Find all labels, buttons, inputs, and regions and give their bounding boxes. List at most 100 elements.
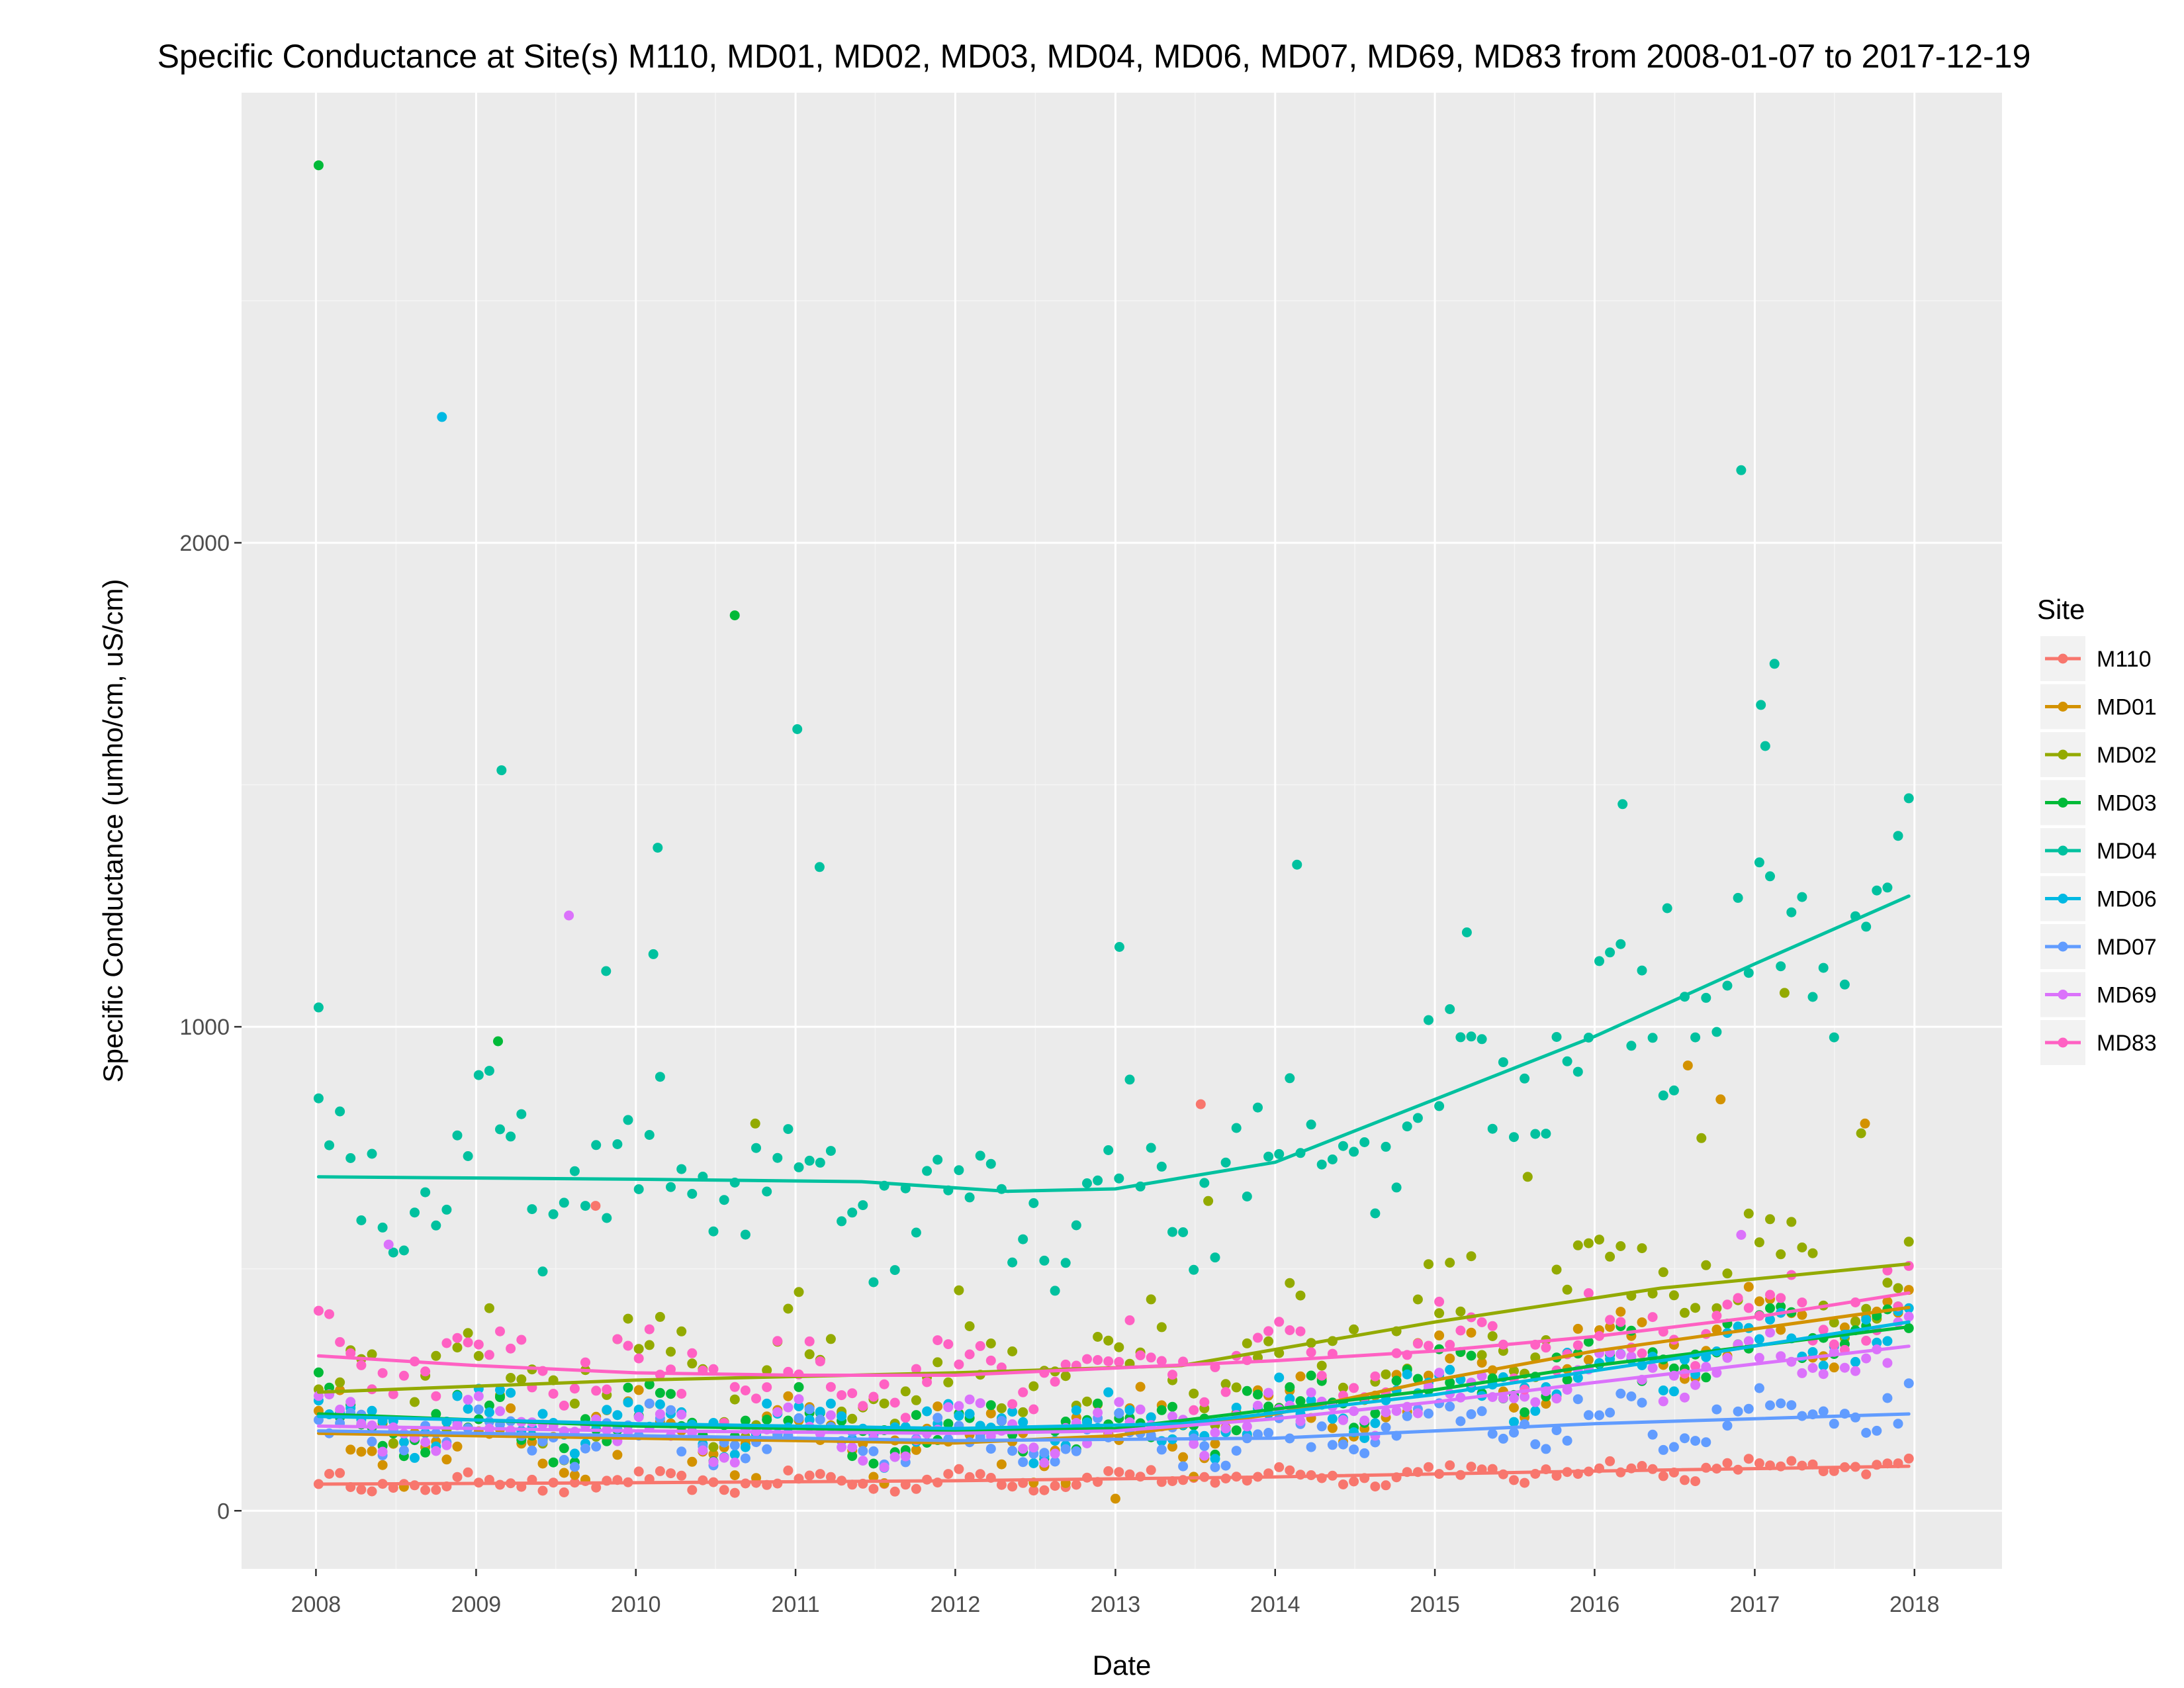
- data-point-md04: [1412, 1113, 1423, 1123]
- data-point-md07: [1220, 1460, 1231, 1471]
- data-point-md04: [313, 1093, 324, 1103]
- data-point-m110: [559, 1487, 569, 1497]
- data-point-md02: [943, 1377, 954, 1387]
- data-point-md01: [569, 1470, 580, 1480]
- data-point-md69: [954, 1401, 964, 1411]
- data-point-md02: [1007, 1346, 1018, 1356]
- trend-line-md03: [316, 1325, 1911, 1433]
- data-point-md04: [783, 1124, 794, 1135]
- data-point-md03: [1701, 1372, 1711, 1383]
- data-point-m110: [676, 1470, 687, 1481]
- data-point-md83: [1146, 1352, 1156, 1363]
- data-point-md04: [1434, 1101, 1445, 1111]
- data-point-md69: [1736, 1230, 1747, 1240]
- data-point-md02: [463, 1328, 473, 1338]
- data-point-md02: [1477, 1350, 1487, 1360]
- data-point-md04: [1769, 659, 1780, 669]
- data-point-md01: [1682, 1060, 1693, 1071]
- data-point-md01: [1605, 1322, 1615, 1332]
- legend: Site M110 MD01 MD02 MD03 MD04 MD06 MD07 MD69 MD8…: [2037, 594, 2157, 1065]
- data-point-md07: [569, 1462, 580, 1472]
- data-point-md06: [954, 1411, 964, 1421]
- data-point-md04: [837, 1216, 847, 1227]
- data-point-m110: [655, 1466, 665, 1476]
- data-point-m110: [815, 1469, 825, 1479]
- data-point-md04: [1306, 1119, 1316, 1130]
- data-point-md06: [1668, 1386, 1679, 1397]
- data-point-md04: [1146, 1143, 1156, 1153]
- data-point-md04: [1114, 1173, 1124, 1184]
- data-point-md01: [367, 1446, 377, 1456]
- legend-label-md03: MD03: [2097, 791, 2157, 816]
- data-point-m110: [1039, 1485, 1050, 1495]
- data-point-m110: [783, 1465, 794, 1476]
- data-point-md01: [1110, 1493, 1120, 1504]
- data-point-md83: [1093, 1355, 1103, 1365]
- data-point-md04: [410, 1207, 420, 1218]
- data-point-md83: [324, 1309, 334, 1319]
- data-point-md06: [729, 1449, 740, 1460]
- data-point-md69: [1861, 1353, 1872, 1364]
- data-point-md02: [1690, 1303, 1701, 1313]
- data-point-md06: [537, 1409, 548, 1419]
- data-point-md04: [1445, 1004, 1455, 1014]
- gridlines: [242, 93, 2002, 1569]
- data-point-md03: [1306, 1370, 1316, 1381]
- legend-title: Site: [2037, 594, 2085, 625]
- data-point-md03: [868, 1458, 879, 1469]
- data-point-md03: [1391, 1376, 1402, 1386]
- data-point-md83: [1028, 1404, 1039, 1415]
- data-point-md04: [1626, 1041, 1637, 1051]
- data-point-md06: [964, 1409, 975, 1419]
- data-point-md69: [1882, 1358, 1893, 1368]
- data-point-md04: [1349, 1147, 1359, 1157]
- data-point-md06: [633, 1404, 644, 1415]
- legend-key-point-m110: [2058, 653, 2068, 664]
- data-point-md02: [708, 1442, 719, 1452]
- legend-label-md69: MD69: [2097, 983, 2157, 1008]
- data-point-md02: [1466, 1251, 1477, 1262]
- data-point-md07: [559, 1454, 569, 1465]
- data-point-m110: [420, 1485, 431, 1495]
- data-point-md07: [1903, 1378, 1914, 1389]
- data-point-md83: [1018, 1387, 1028, 1397]
- legend-label-md83: MD83: [2097, 1031, 2157, 1056]
- data-point-md03: [666, 1389, 676, 1399]
- data-point-md03: [431, 1409, 441, 1419]
- data-point-md06: [1402, 1369, 1412, 1380]
- data-point-md02: [1263, 1336, 1274, 1346]
- data-point-md83: [729, 1382, 740, 1392]
- data-point-md03: [548, 1457, 559, 1468]
- data-point-md69: [729, 1457, 740, 1468]
- data-point-md83: [569, 1383, 580, 1394]
- data-point-m110: [933, 1477, 943, 1488]
- data-point-md03: [1370, 1408, 1381, 1419]
- data-point-m110: [356, 1484, 367, 1495]
- data-point-md07: [868, 1446, 879, 1456]
- data-point-md01: [441, 1454, 452, 1465]
- data-point-md69: [1903, 1311, 1914, 1322]
- data-point-md83: [868, 1391, 879, 1402]
- data-point-md02: [1722, 1268, 1733, 1279]
- data-point-md04: [1103, 1145, 1114, 1155]
- data-point-md04: [911, 1227, 921, 1238]
- data-point-md04: [1220, 1157, 1231, 1168]
- data-point-md83: [516, 1335, 527, 1345]
- data-point-md83: [1274, 1317, 1285, 1327]
- data-point-md03: [1242, 1385, 1252, 1396]
- data-point-md07: [591, 1441, 602, 1452]
- data-point-md04: [1658, 1090, 1668, 1101]
- data-point-md02: [1583, 1238, 1594, 1248]
- data-point-md07: [1445, 1401, 1455, 1412]
- data-point-md69: [1220, 1423, 1231, 1434]
- data-point-md06: [837, 1411, 847, 1421]
- data-point-m110: [825, 1472, 836, 1482]
- data-point-md02: [1680, 1307, 1690, 1318]
- data-point-md02: [1434, 1308, 1445, 1319]
- data-point-md04: [719, 1195, 729, 1205]
- data-point-md03: [1167, 1401, 1177, 1412]
- data-point-md01: [1434, 1330, 1445, 1340]
- data-point-m110: [868, 1483, 879, 1494]
- data-point-md02: [1338, 1382, 1348, 1393]
- data-point-m110: [729, 1487, 740, 1498]
